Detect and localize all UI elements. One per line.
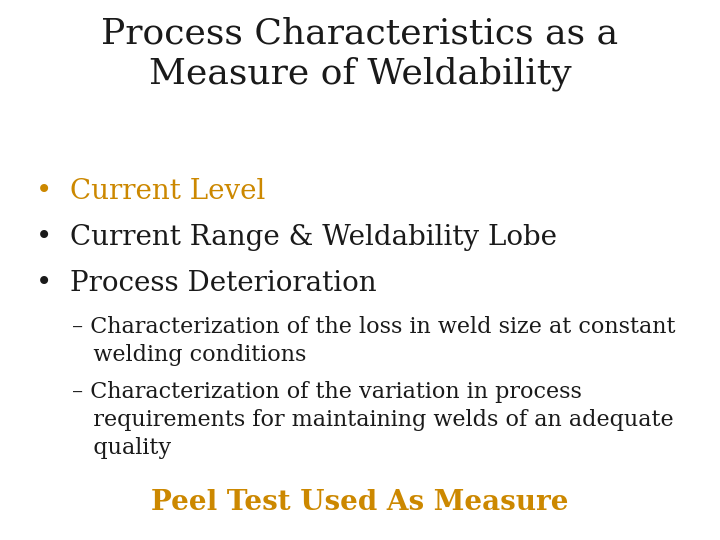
Text: – Characterization of the loss in weld size at constant
   welding conditions: – Characterization of the loss in weld s… xyxy=(72,316,675,366)
Text: •  Current Range & Weldability Lobe: • Current Range & Weldability Lobe xyxy=(36,224,557,251)
Text: – Characterization of the variation in process
   requirements for maintaining w: – Characterization of the variation in p… xyxy=(72,381,674,458)
Text: •  Process Deterioration: • Process Deterioration xyxy=(36,270,377,297)
Text: •  Current Level: • Current Level xyxy=(36,178,266,205)
Text: Process Characteristics as a
Measure of Weldability: Process Characteristics as a Measure of … xyxy=(102,16,618,91)
Text: Peel Test Used As Measure: Peel Test Used As Measure xyxy=(151,489,569,516)
